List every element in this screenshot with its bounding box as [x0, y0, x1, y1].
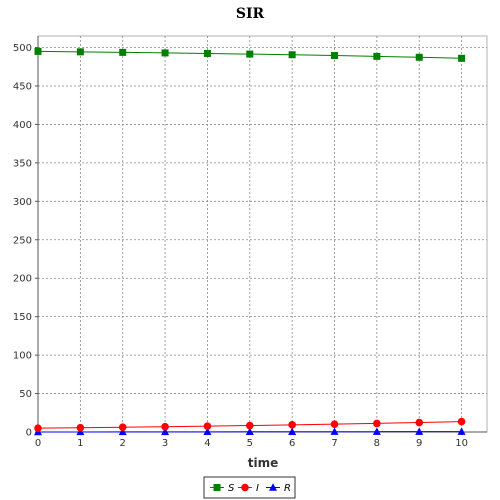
legend-marker-r [269, 483, 277, 491]
x-tick-label: 8 [374, 438, 380, 449]
data-point-s [458, 54, 466, 62]
x-tick-label: 9 [416, 438, 422, 449]
series-layer [34, 47, 466, 436]
data-point-i [415, 418, 424, 427]
x-tick-label: 6 [289, 438, 295, 449]
data-point-i [245, 421, 254, 430]
chart-title: SIR [236, 6, 265, 22]
data-point-r [245, 427, 254, 436]
grid [37, 36, 487, 433]
legend-item-i: I [238, 483, 259, 494]
y-tick-label: 450 [13, 81, 32, 92]
legend-label-r: R [284, 483, 291, 494]
data-point-r [203, 427, 212, 436]
data-point-s [203, 49, 211, 57]
legend-item-r: R [266, 483, 291, 494]
y-tick-label: 150 [13, 312, 32, 323]
data-point-r [118, 427, 127, 436]
data-point-r [372, 427, 381, 435]
x-tick-label: 2 [120, 438, 126, 449]
data-point-i [76, 423, 85, 432]
data-point-s [34, 47, 42, 55]
data-point-i [118, 423, 127, 432]
series-i [34, 417, 466, 432]
data-point-i [330, 420, 339, 428]
data-point-r [288, 427, 297, 435]
plot-area [37, 35, 488, 433]
data-point-s [415, 53, 423, 61]
data-point-r [330, 427, 339, 435]
data-point-r [415, 427, 424, 435]
x-tick-label: 0 [35, 438, 41, 449]
y-tick-label: 400 [13, 120, 32, 131]
data-point-s [246, 50, 254, 58]
y-tick-label: 300 [13, 197, 32, 208]
x-tick-label: 5 [247, 438, 253, 449]
data-point-i [373, 419, 381, 428]
x-tick-label: 4 [204, 438, 210, 449]
series-s [34, 47, 466, 62]
y-tick-label: 200 [13, 274, 32, 285]
x-tick-label: 3 [162, 438, 168, 449]
x-axis-label: time [248, 456, 279, 470]
y-tick-label: 50 [19, 389, 32, 400]
x-tick-label: 7 [331, 438, 337, 449]
data-point-i [34, 424, 42, 432]
data-point-s [76, 48, 84, 56]
y-tick-label: 500 [13, 43, 32, 54]
series-r [34, 427, 466, 436]
x-tick-label: 1 [77, 438, 83, 449]
legend-label-s: S [228, 483, 235, 494]
y-tick-label: 350 [13, 158, 32, 169]
y-tick-label: 0 [26, 428, 32, 439]
data-point-r [457, 427, 466, 435]
y-tick-label: 100 [13, 351, 32, 362]
data-point-s [373, 52, 381, 60]
data-point-i [161, 422, 169, 431]
data-point-s [288, 51, 296, 59]
data-point-i [288, 421, 296, 429]
data-point-s [119, 48, 127, 56]
data-point-i [457, 417, 466, 426]
y-tick-label: 250 [13, 235, 32, 246]
legend-marker-s [213, 484, 221, 491]
data-point-i [203, 422, 212, 430]
data-point-s [331, 52, 339, 60]
data-point-r [161, 427, 170, 436]
data-point-s [161, 49, 169, 57]
legend-marker-i [241, 483, 249, 492]
legend-item-s: S [210, 483, 235, 494]
legend-label-i: I [256, 483, 259, 494]
x-tick-label: 10 [455, 438, 468, 449]
